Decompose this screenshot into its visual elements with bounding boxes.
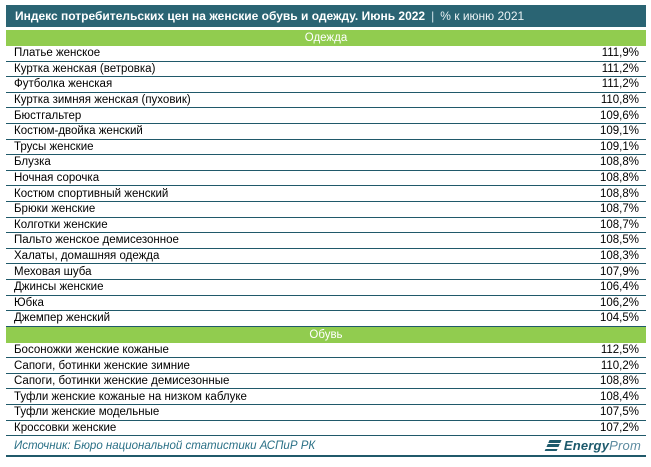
row-label: Ночная сорочка <box>14 172 100 185</box>
row-value: 108,3% <box>599 250 639 263</box>
table-row: Джинсы женские 106,4% <box>6 280 646 296</box>
title-unit: % к июню 2021 <box>440 9 525 23</box>
row-label: Костюм-двойка женский <box>14 125 143 138</box>
table-row: Кроссовки женские 107,2% <box>6 421 646 437</box>
section-header: Обувь <box>6 326 646 343</box>
row-value: 107,9% <box>599 265 639 278</box>
row-value: 106,4% <box>599 281 639 294</box>
row-label: Сапоги, ботинки женские зимние <box>14 359 190 372</box>
row-value: 108,5% <box>599 234 639 247</box>
table-row: Куртка зимняя женская (пуховик) 110,8% <box>6 93 646 109</box>
row-value: 112,5% <box>600 343 639 356</box>
logo-prom-label: Prom <box>609 438 641 454</box>
row-label: Туфли женские кожаные на низком каблуке <box>14 390 247 403</box>
title-separator: | <box>431 9 435 23</box>
row-label: Костюм спортивный женский <box>14 187 169 200</box>
row-label: Куртка женская (ветровка) <box>14 62 156 75</box>
energyprom-logo: EnergyProm <box>544 438 641 453</box>
row-label: Халаты, домашняя одежда <box>14 250 160 263</box>
row-label: Футболка женская <box>14 78 113 91</box>
row-value: 108,8% <box>599 156 639 169</box>
row-label: Сапоги, ботинки женские демисезонные <box>14 375 230 388</box>
row-value: 110,8% <box>600 94 639 107</box>
row-value: 110,2% <box>600 359 639 372</box>
table-row: Босоножки женские кожаные 112,5% <box>6 343 646 359</box>
table-row: Костюм спортивный женский 108,8% <box>6 186 646 202</box>
row-value: 108,4% <box>599 390 639 403</box>
table-row: Джемпер женский 104,5% <box>6 311 646 327</box>
row-value: 111,2% <box>601 78 639 91</box>
row-label: Колготки женские <box>14 218 108 231</box>
source-text: Источник: Бюро национальной статистики А… <box>14 439 316 452</box>
row-label: Джинсы женские <box>14 281 104 294</box>
row-value: 111,2% <box>601 62 639 75</box>
row-value: 108,7% <box>599 203 639 216</box>
table-row: Куртка женская (ветровка) 111,2% <box>6 62 646 78</box>
table-row: Халаты, домашняя одежда 108,3% <box>6 249 646 265</box>
table-row: Меховая шуба 107,9% <box>6 264 646 280</box>
row-label: Туфли женские модельные <box>14 406 160 419</box>
row-label: Джемпер женский <box>14 312 111 325</box>
row-value: 109,6% <box>599 109 639 122</box>
energyprom-bars-icon <box>544 440 562 452</box>
row-label: Куртка зимняя женская (пуховик) <box>14 94 191 107</box>
table-row: Бюстгальтер 109,6% <box>6 108 646 124</box>
logo-text: EnergyProm <box>564 438 641 453</box>
table-row: Сапоги, ботинки женские демисезонные 108,… <box>6 374 646 390</box>
table-row: Платье женское 111,9% <box>6 46 646 62</box>
row-value: 108,8% <box>599 172 639 185</box>
title-bar: Индекс потребительских цен на женские об… <box>6 5 646 27</box>
table-row: Юбка 106,2% <box>6 296 646 312</box>
table-row: Туфли женские кожаные на низком каблуке 1… <box>6 389 646 406</box>
row-label: Кроссовки женские <box>14 421 117 434</box>
row-value: 108,7% <box>599 218 639 231</box>
row-label: Пальто женское демисезонное <box>14 234 179 247</box>
row-value: 111,9% <box>601 47 639 60</box>
footer: Источник: Бюро национальной статистики А… <box>6 436 646 458</box>
row-value: 107,5% <box>599 406 639 419</box>
row-value: 104,5% <box>599 312 639 325</box>
price-index-table: Одежда Платье женское 111,9% Куртка женская… <box>6 30 646 437</box>
table-row: Колготки женские 108,7% <box>6 218 646 234</box>
row-value: 108,8% <box>599 375 639 388</box>
table-row: Брюки женские 108,7% <box>6 202 646 218</box>
row-label: Меховая шуба <box>14 265 92 278</box>
page-title: Индекс потребительских цен на женские об… <box>15 9 426 23</box>
table-row: Ночная сорочка 108,8% <box>6 171 646 187</box>
row-value: 108,8% <box>599 187 639 200</box>
row-value: 109,1% <box>599 125 639 138</box>
table-row: Пальто женское демисезонное 108,5% <box>6 233 646 249</box>
table-row: Костюм-двойка женский 109,1% <box>6 124 646 140</box>
row-value: 107,2% <box>599 421 639 434</box>
row-label: Юбка <box>14 296 44 309</box>
section-header: Одежда <box>6 30 646 46</box>
row-value: 106,2% <box>599 296 639 309</box>
table-row: Туфли женские модельные 107,5% <box>6 405 646 421</box>
row-label: Платье женское <box>14 47 101 60</box>
table-row: Блузка 108,8% <box>6 155 646 171</box>
table-row: Сапоги, ботинки женские зимние 110,2% <box>6 358 646 374</box>
row-label: Трусы женские <box>14 140 94 153</box>
row-label: Бюстгальтер <box>14 109 82 122</box>
row-value: 109,1% <box>599 140 639 153</box>
row-label: Босоножки женские кожаные <box>14 343 169 356</box>
table-row: Футболка женская 111,2% <box>6 77 646 93</box>
logo-energy-label: Energy <box>563 438 610 454</box>
row-label: Брюки женские <box>14 203 96 216</box>
row-label: Блузка <box>14 156 51 169</box>
table-row: Трусы женские 109,1% <box>6 140 646 156</box>
